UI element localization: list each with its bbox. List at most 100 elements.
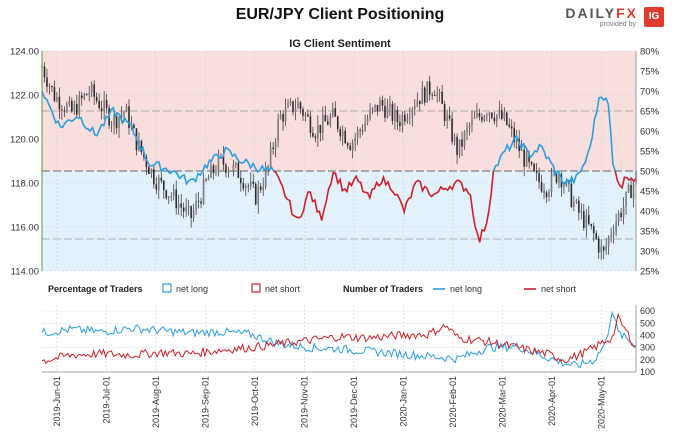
candle-body <box>391 103 394 121</box>
candle-body <box>105 100 108 108</box>
candle-body <box>446 115 448 121</box>
price-panel-grid <box>42 50 636 272</box>
percent-tick-label: 60% <box>640 127 660 138</box>
candle-body <box>254 183 257 205</box>
candle-body <box>523 149 525 167</box>
dailyfx-logo: DAILYFX provided by IG <box>565 5 666 29</box>
sentiment-lines <box>41 90 637 243</box>
candle-body <box>158 177 160 190</box>
percent-tick-label: 25% <box>640 267 660 278</box>
candle-body <box>515 138 518 142</box>
candle-body <box>71 100 73 112</box>
candle-body <box>249 181 252 187</box>
candle-body <box>230 170 232 172</box>
candle-body <box>172 189 175 196</box>
candle-body <box>500 110 503 119</box>
candle-body <box>550 173 553 193</box>
date-tick-label: 2020-Feb-01 <box>448 376 458 428</box>
candle-body <box>48 86 51 87</box>
candle-body <box>553 172 555 174</box>
candle-body <box>61 109 63 111</box>
sentiment-series-net-short <box>614 170 637 190</box>
candle-body <box>632 182 635 198</box>
candle-body <box>535 170 538 173</box>
candle-body <box>317 124 319 139</box>
candle-body <box>327 121 329 125</box>
legend-number-long-text: net long <box>450 284 482 294</box>
candle-body <box>548 192 550 197</box>
candle-body <box>359 129 361 131</box>
candle-body <box>416 100 419 107</box>
candle-body <box>227 171 230 173</box>
candle-body <box>314 136 317 139</box>
candle-body <box>602 246 605 251</box>
candle-body <box>540 182 543 192</box>
candle-body <box>448 115 451 119</box>
candle-body <box>411 109 414 118</box>
candle-body <box>630 184 632 198</box>
candle-body <box>237 162 240 178</box>
trader-panel-grid <box>42 305 636 373</box>
candle-body <box>386 106 389 118</box>
candle-body <box>520 149 523 151</box>
percent-tick-label: 30% <box>640 247 660 258</box>
candle-body <box>379 99 381 112</box>
candle-body <box>399 122 401 127</box>
candle-body <box>103 100 105 111</box>
candle-body <box>220 154 222 156</box>
candle-body <box>617 212 620 222</box>
candle-body <box>384 105 386 118</box>
candle-body <box>212 165 215 174</box>
legend-short-box <box>251 283 261 293</box>
candle-body <box>167 196 170 199</box>
candle-body <box>555 172 558 183</box>
candle-body <box>53 87 56 101</box>
candle-body <box>543 191 545 193</box>
candle-body <box>441 91 443 104</box>
candle-body <box>600 246 603 253</box>
candle-body <box>78 95 81 115</box>
candle-body <box>222 154 225 165</box>
percent-tick-label: 40% <box>640 207 660 218</box>
candle-body <box>240 177 242 184</box>
candle-body <box>389 103 391 107</box>
candle-body <box>356 129 359 138</box>
candle-body <box>133 124 135 129</box>
candle-body <box>322 114 324 133</box>
date-tick-label: 2020-May-01 <box>596 376 606 429</box>
candle-body <box>43 66 46 78</box>
candle-body <box>180 203 182 208</box>
date-tick-label: 2019-Nov-01 <box>299 376 309 428</box>
candle-body <box>205 179 207 181</box>
price-tick-label: 120.00 <box>10 135 39 146</box>
candle-body <box>244 185 247 189</box>
candle-body <box>570 183 573 207</box>
candle-body <box>597 238 600 253</box>
candle-body <box>406 118 409 122</box>
candle-body <box>558 174 560 183</box>
price-tick-label: 114.00 <box>11 267 39 278</box>
candle-body <box>578 200 580 213</box>
percent-tick-label: 70% <box>640 87 660 98</box>
candle-body <box>488 112 491 116</box>
candle-body <box>486 115 488 117</box>
sentiment-series-net-long <box>492 96 616 186</box>
candle-body <box>165 190 168 199</box>
candle-body <box>274 142 277 149</box>
candle-body <box>210 165 212 178</box>
candle-body <box>51 86 53 88</box>
candle-body <box>428 81 431 95</box>
candle-body <box>583 211 585 229</box>
candle-body <box>264 168 267 187</box>
candle-body <box>294 108 297 113</box>
candle-body <box>185 207 187 212</box>
candle-body <box>436 93 438 96</box>
candle-body <box>153 169 155 185</box>
candle-body <box>309 116 312 133</box>
candle-body <box>83 94 86 99</box>
panel-title: IG Client Sentiment <box>289 38 391 50</box>
candle-body <box>478 112 481 117</box>
candle-body <box>110 124 113 126</box>
candle-body <box>404 114 406 122</box>
